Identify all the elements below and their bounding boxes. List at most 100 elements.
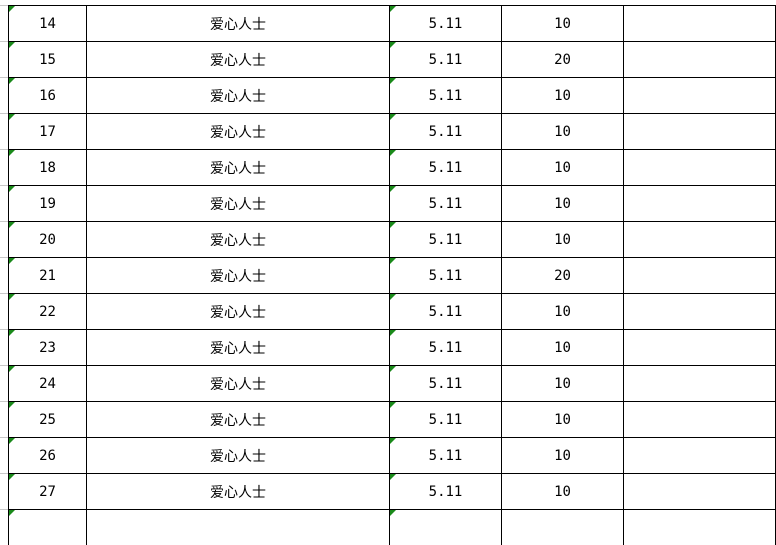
error-marker-icon [9,150,15,156]
table-row: 14 爱心人士 5.11 10 [0,5,776,41]
cell-amount[interactable]: 10 [501,113,623,149]
cell-amount[interactable]: 20 [501,257,623,293]
cell-name[interactable]: 爱心人士 [86,221,389,257]
cell-note[interactable] [623,473,776,509]
cell-amount[interactable]: 10 [501,149,623,185]
cell-text: 10 [554,483,571,500]
cell-number[interactable] [8,509,86,545]
cell-number[interactable]: 19 [8,185,86,221]
cell-name[interactable]: 爱心人士 [86,401,389,437]
cell-text: 21 [39,267,56,284]
cell-note[interactable] [623,401,776,437]
cell-date[interactable]: 5.11 [389,437,501,473]
cell-note[interactable] [623,437,776,473]
cell-amount[interactable]: 10 [501,293,623,329]
cell-amount[interactable]: 10 [501,473,623,509]
cell-text: 爱心人士 [210,232,266,249]
cell-name[interactable]: 爱心人士 [86,5,389,41]
cell-amount[interactable]: 20 [501,41,623,77]
cell-amount[interactable]: 10 [501,77,623,113]
cell-note[interactable] [623,257,776,293]
cell-number[interactable]: 20 [8,221,86,257]
cell-text: 10 [554,375,571,392]
gridline [0,401,8,402]
cell-amount[interactable]: 10 [501,329,623,365]
cell-number[interactable]: 22 [8,293,86,329]
cell-number[interactable]: 27 [8,473,86,509]
cell-name[interactable]: 爱心人士 [86,329,389,365]
error-marker-icon [9,186,15,192]
cell-number[interactable]: 18 [8,149,86,185]
cell-amount[interactable]: 10 [501,221,623,257]
cell-date[interactable]: 5.11 [389,149,501,185]
cell-number[interactable]: 21 [8,257,86,293]
cell-name[interactable]: 爱心人士 [86,293,389,329]
cell-number[interactable]: 25 [8,401,86,437]
cell-note[interactable] [623,221,776,257]
cell-name[interactable]: 爱心人士 [86,149,389,185]
cell-text: 爱心人士 [210,16,266,33]
cell-date[interactable]: 5.11 [389,401,501,437]
cell-date[interactable] [389,509,501,545]
cell-number[interactable]: 17 [8,113,86,149]
cell-date[interactable]: 5.11 [389,365,501,401]
cell-date[interactable]: 5.11 [389,473,501,509]
cell-text: 5.11 [428,447,463,464]
cell-name[interactable]: 爱心人士 [86,41,389,77]
cell-note[interactable] [623,293,776,329]
cell-amount[interactable] [501,509,623,545]
cell-note[interactable] [623,113,776,149]
error-marker-icon [390,294,396,300]
cell-note[interactable] [623,365,776,401]
gridline [0,185,8,186]
cell-name[interactable]: 爱心人士 [86,257,389,293]
cell-text: 20 [554,267,571,284]
cell-date[interactable]: 5.11 [389,77,501,113]
cell-note[interactable] [623,41,776,77]
cell-note[interactable] [623,77,776,113]
cell-name[interactable]: 爱心人士 [86,77,389,113]
error-marker-icon [9,438,15,444]
cell-number[interactable]: 26 [8,437,86,473]
cell-name[interactable]: 爱心人士 [86,185,389,221]
cell-number[interactable]: 24 [8,365,86,401]
cell-note[interactable] [623,185,776,221]
cell-name[interactable]: 爱心人士 [86,437,389,473]
cell-date[interactable]: 5.11 [389,185,501,221]
cell-text: 5.11 [428,195,463,212]
cell-amount[interactable]: 10 [501,365,623,401]
cell-date[interactable]: 5.11 [389,293,501,329]
cell-number[interactable]: 16 [8,77,86,113]
cell-amount[interactable]: 10 [501,5,623,41]
cell-note[interactable] [623,509,776,545]
cell-amount[interactable]: 10 [501,185,623,221]
cell-note[interactable] [623,149,776,185]
cell-amount[interactable]: 10 [501,437,623,473]
cell-name[interactable]: 爱心人士 [86,113,389,149]
cell-text: 10 [554,159,571,176]
table-row: 27 爱心人士 5.11 10 [0,473,776,509]
cell-number[interactable]: 14 [8,5,86,41]
cell-amount[interactable]: 10 [501,401,623,437]
cell-date[interactable]: 5.11 [389,257,501,293]
cell-date[interactable]: 5.11 [389,41,501,77]
gridline [0,257,8,258]
cell-note[interactable] [623,5,776,41]
error-marker-icon [9,402,15,408]
cell-name[interactable]: 爱心人士 [86,473,389,509]
cell-number[interactable]: 23 [8,329,86,365]
cell-name[interactable] [86,509,389,545]
cell-date[interactable]: 5.11 [389,113,501,149]
error-marker-icon [390,330,396,336]
cell-date[interactable]: 5.11 [389,5,501,41]
cell-note[interactable] [623,329,776,365]
error-marker-icon [9,42,15,48]
table-row: 25 爱心人士 5.11 10 [0,401,776,437]
cell-number[interactable]: 15 [8,41,86,77]
cell-name[interactable]: 爱心人士 [86,365,389,401]
cell-text: 爱心人士 [210,268,266,285]
cell-text: 10 [554,339,571,356]
cell-date[interactable]: 5.11 [389,221,501,257]
cell-date[interactable]: 5.11 [389,329,501,365]
cell-text: 5.11 [428,159,463,176]
